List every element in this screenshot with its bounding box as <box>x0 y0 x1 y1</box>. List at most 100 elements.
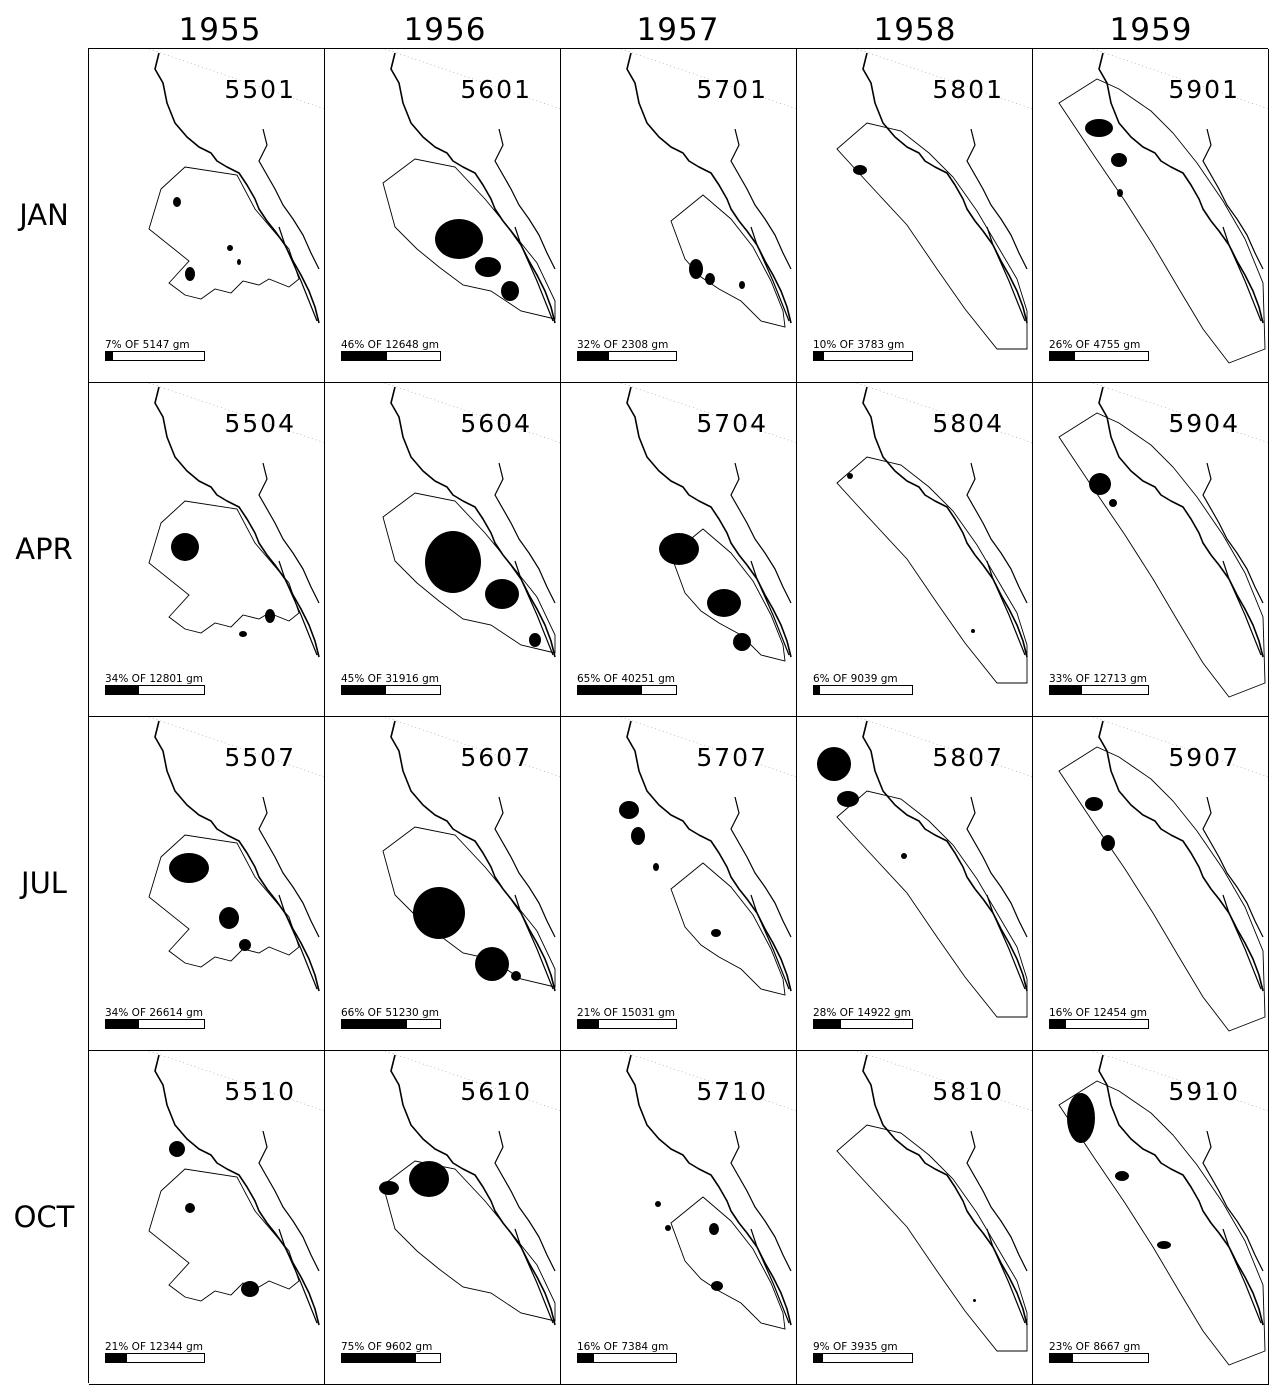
graticule-line <box>620 383 796 443</box>
density-patch <box>173 197 181 207</box>
graticule-line <box>148 1051 324 1111</box>
cruise-number: 5704 <box>696 409 768 438</box>
gulf-shoreline <box>750 226 790 322</box>
density-patch <box>227 245 233 251</box>
cruise-number: 5507 <box>224 743 296 772</box>
cruise-number: 5607 <box>460 743 532 772</box>
percent-caption: 32% OF 2308 gm <box>577 339 668 351</box>
survey-area-outline <box>836 122 1028 350</box>
graticule-line <box>1092 383 1268 443</box>
percent-bar <box>1049 1019 1149 1029</box>
percent-caption: 7% OF 5147 gm <box>105 339 190 351</box>
survey-area-outline <box>148 500 300 634</box>
of-label: OF <box>600 1007 622 1019</box>
gulf-shoreline <box>750 1228 790 1324</box>
total-value: 12713 <box>1093 673 1127 685</box>
map-panel-5604: 5604 45% OF 31916 gm <box>325 383 561 717</box>
percent-bar <box>577 1019 677 1029</box>
gulf-shoreline <box>258 796 320 938</box>
map-panel-5601: 5601 46% OF 12648 gm <box>325 49 561 383</box>
unit-label: gm <box>658 1007 675 1019</box>
percent-bar <box>341 351 441 361</box>
total-value: 4755 <box>1093 339 1121 351</box>
gulf-shoreline <box>258 128 320 270</box>
density-patch <box>901 853 907 859</box>
survey-area-outline <box>382 1160 556 1322</box>
percent-bar-fill <box>342 352 388 360</box>
cruise-number: 5707 <box>696 743 768 772</box>
percent-value: 26% <box>1049 339 1073 351</box>
unit-label: gm <box>422 1007 439 1019</box>
of-label: OF <box>829 673 851 685</box>
unit-label: gm <box>1123 339 1141 351</box>
unit-label: gm <box>422 673 439 685</box>
gulf-shoreline <box>278 560 318 656</box>
density-patch <box>1101 835 1115 851</box>
percent-bar <box>105 351 205 361</box>
graticule-line <box>148 717 324 777</box>
graticule-line <box>856 717 1032 777</box>
coastline <box>390 386 556 658</box>
density-patch <box>169 1141 185 1157</box>
percent-bar <box>1049 351 1149 361</box>
coastline <box>862 52 1028 324</box>
density-patch <box>739 281 745 289</box>
graticule-line <box>148 49 324 109</box>
cruise-number: 5901 <box>1168 75 1240 104</box>
percent-value: 28% <box>813 1007 837 1019</box>
gulf-shoreline <box>986 226 1026 322</box>
graticule-line <box>384 717 560 777</box>
survey-area-outline <box>1058 746 1266 1032</box>
gulf-shoreline <box>494 796 556 938</box>
gulf-shoreline <box>730 1130 792 1272</box>
coastline <box>862 1054 1028 1326</box>
percent-value: 21% <box>105 1341 129 1353</box>
map-svg <box>379 1051 560 1326</box>
year-header-1956: 1956 <box>403 12 487 48</box>
percent-value: 6% <box>813 673 830 685</box>
unit-label: gm <box>186 1341 203 1353</box>
density-patch <box>265 609 275 623</box>
percent-bar-fill <box>814 352 824 360</box>
total-value: 26614 <box>149 1007 183 1019</box>
total-value: 9602 <box>385 1341 413 1353</box>
of-label: OF <box>128 1007 150 1019</box>
of-label: OF <box>364 673 386 685</box>
unit-label: gm <box>887 339 905 351</box>
of-label: OF <box>128 1341 150 1353</box>
gulf-shoreline <box>986 894 1026 990</box>
map-svg <box>1058 49 1268 364</box>
map-svg <box>382 717 560 992</box>
unit-label: gm <box>880 673 898 685</box>
percent-caption: 9% OF 3935 gm <box>813 1341 898 1353</box>
percent-bar-fill <box>814 1020 842 1028</box>
density-patch <box>485 579 519 609</box>
map-svg <box>148 49 324 324</box>
percent-bar-fill <box>1050 686 1083 694</box>
survey-area-outline <box>1058 1080 1266 1366</box>
coastline <box>154 52 320 324</box>
month-label-jan: JAN <box>19 198 69 232</box>
coastline <box>390 720 556 992</box>
graticule-line <box>384 383 560 443</box>
density-patch <box>711 929 721 937</box>
unit-label: gm <box>880 1341 898 1353</box>
map-panel-5810: 5810 9% OF 3935 gm <box>797 1051 1033 1385</box>
percent-value: 45% <box>341 673 365 685</box>
graticule-line <box>384 49 560 109</box>
survey-area-outline <box>670 1196 786 1330</box>
survey-area-outline <box>382 158 556 320</box>
map-panel-5510: 5510 21% OF 12344 gm <box>89 1051 325 1385</box>
density-patch <box>425 531 481 593</box>
percent-caption: 33% OF 12713 gm <box>1049 673 1147 685</box>
coastline <box>390 1054 556 1326</box>
density-patch <box>501 281 519 301</box>
gulf-shoreline <box>494 128 556 270</box>
coastline <box>626 1054 792 1326</box>
map-panel-5807: 5807 28% OF 14922 gm <box>797 717 1033 1051</box>
percent-caption: 23% OF 8667 gm <box>1049 1341 1140 1353</box>
percent-bar-fill <box>1050 1020 1066 1028</box>
coastline <box>626 720 792 992</box>
gulf-shoreline <box>1222 560 1262 656</box>
cruise-number: 5904 <box>1168 409 1240 438</box>
